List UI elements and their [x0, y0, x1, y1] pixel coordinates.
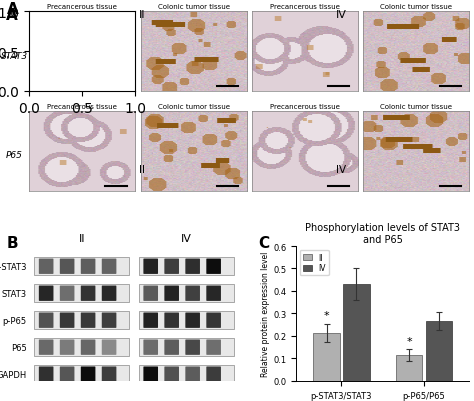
FancyBboxPatch shape: [164, 340, 179, 355]
FancyBboxPatch shape: [81, 367, 95, 382]
Text: P65: P65: [6, 151, 23, 160]
Title: Colonic tumor tissue: Colonic tumor tissue: [380, 104, 452, 110]
FancyBboxPatch shape: [185, 340, 200, 355]
Title: Phosphorylation levels of STAT3
and P65: Phosphorylation levels of STAT3 and P65: [305, 223, 460, 244]
FancyBboxPatch shape: [60, 313, 74, 328]
Bar: [34, 338, 129, 356]
FancyBboxPatch shape: [206, 259, 221, 274]
Title: Precancerous tissue: Precancerous tissue: [270, 104, 340, 110]
FancyBboxPatch shape: [185, 259, 200, 274]
FancyBboxPatch shape: [144, 340, 158, 355]
Text: p-STAT3: p-STAT3: [0, 262, 27, 271]
FancyBboxPatch shape: [164, 367, 179, 382]
FancyBboxPatch shape: [206, 286, 221, 301]
Bar: [34, 285, 129, 302]
Bar: [139, 285, 234, 302]
Bar: [139, 338, 234, 356]
FancyBboxPatch shape: [102, 259, 117, 274]
Text: *: *: [324, 310, 329, 320]
FancyBboxPatch shape: [60, 340, 74, 355]
Text: P65: P65: [11, 343, 27, 352]
Text: IV: IV: [336, 10, 346, 20]
Title: Precancerous tissue: Precancerous tissue: [47, 4, 117, 10]
Title: Precancerous tissue: Precancerous tissue: [270, 4, 340, 10]
Bar: [313, 333, 340, 381]
Text: STAT3: STAT3: [1, 51, 28, 61]
Text: IV: IV: [181, 234, 191, 244]
Title: Colonic tumor tissue: Colonic tumor tissue: [157, 104, 229, 110]
Title: Colonic tumor tissue: Colonic tumor tissue: [157, 4, 229, 10]
FancyBboxPatch shape: [102, 313, 117, 328]
Legend: II, IV: II, IV: [300, 250, 329, 276]
FancyBboxPatch shape: [206, 313, 221, 328]
Text: II: II: [139, 10, 146, 20]
FancyBboxPatch shape: [206, 367, 221, 382]
Text: IV: IV: [336, 164, 346, 174]
Text: B: B: [7, 236, 18, 251]
Bar: [34, 365, 129, 383]
FancyBboxPatch shape: [39, 340, 54, 355]
FancyBboxPatch shape: [164, 259, 179, 274]
Text: II: II: [139, 164, 145, 174]
FancyBboxPatch shape: [39, 286, 54, 301]
Bar: [34, 258, 129, 275]
Bar: [426, 322, 452, 381]
FancyBboxPatch shape: [185, 367, 200, 382]
FancyBboxPatch shape: [81, 313, 95, 328]
FancyBboxPatch shape: [144, 286, 158, 301]
FancyBboxPatch shape: [102, 340, 117, 355]
FancyBboxPatch shape: [81, 259, 95, 274]
Text: C: C: [258, 236, 269, 251]
Bar: [139, 365, 234, 383]
FancyBboxPatch shape: [102, 367, 117, 382]
Text: A: A: [6, 8, 18, 23]
FancyBboxPatch shape: [60, 286, 74, 301]
Text: p-P65: p-P65: [2, 316, 27, 325]
Title: Precancerous tissue: Precancerous tissue: [47, 104, 117, 110]
Bar: [343, 285, 370, 381]
FancyBboxPatch shape: [144, 313, 158, 328]
Y-axis label: Relative protein expression level: Relative protein expression level: [261, 251, 270, 376]
Bar: [139, 258, 234, 275]
Text: *: *: [406, 336, 412, 346]
Text: II: II: [78, 234, 85, 244]
FancyBboxPatch shape: [102, 286, 117, 301]
FancyBboxPatch shape: [144, 259, 158, 274]
FancyBboxPatch shape: [206, 340, 221, 355]
Bar: [396, 355, 422, 381]
FancyBboxPatch shape: [164, 286, 179, 301]
Bar: [139, 312, 234, 329]
Text: STAT3: STAT3: [1, 289, 27, 298]
Text: A: A: [7, 2, 18, 17]
FancyBboxPatch shape: [81, 286, 95, 301]
Text: GAPDH: GAPDH: [0, 370, 27, 379]
FancyBboxPatch shape: [60, 367, 74, 382]
FancyBboxPatch shape: [185, 313, 200, 328]
FancyBboxPatch shape: [39, 259, 54, 274]
FancyBboxPatch shape: [164, 313, 179, 328]
FancyBboxPatch shape: [81, 340, 95, 355]
FancyBboxPatch shape: [60, 259, 74, 274]
Bar: [34, 312, 129, 329]
FancyBboxPatch shape: [39, 367, 54, 382]
Title: Colonic tumor tissue: Colonic tumor tissue: [380, 4, 452, 10]
FancyBboxPatch shape: [144, 367, 158, 382]
FancyBboxPatch shape: [39, 313, 54, 328]
FancyBboxPatch shape: [185, 286, 200, 301]
